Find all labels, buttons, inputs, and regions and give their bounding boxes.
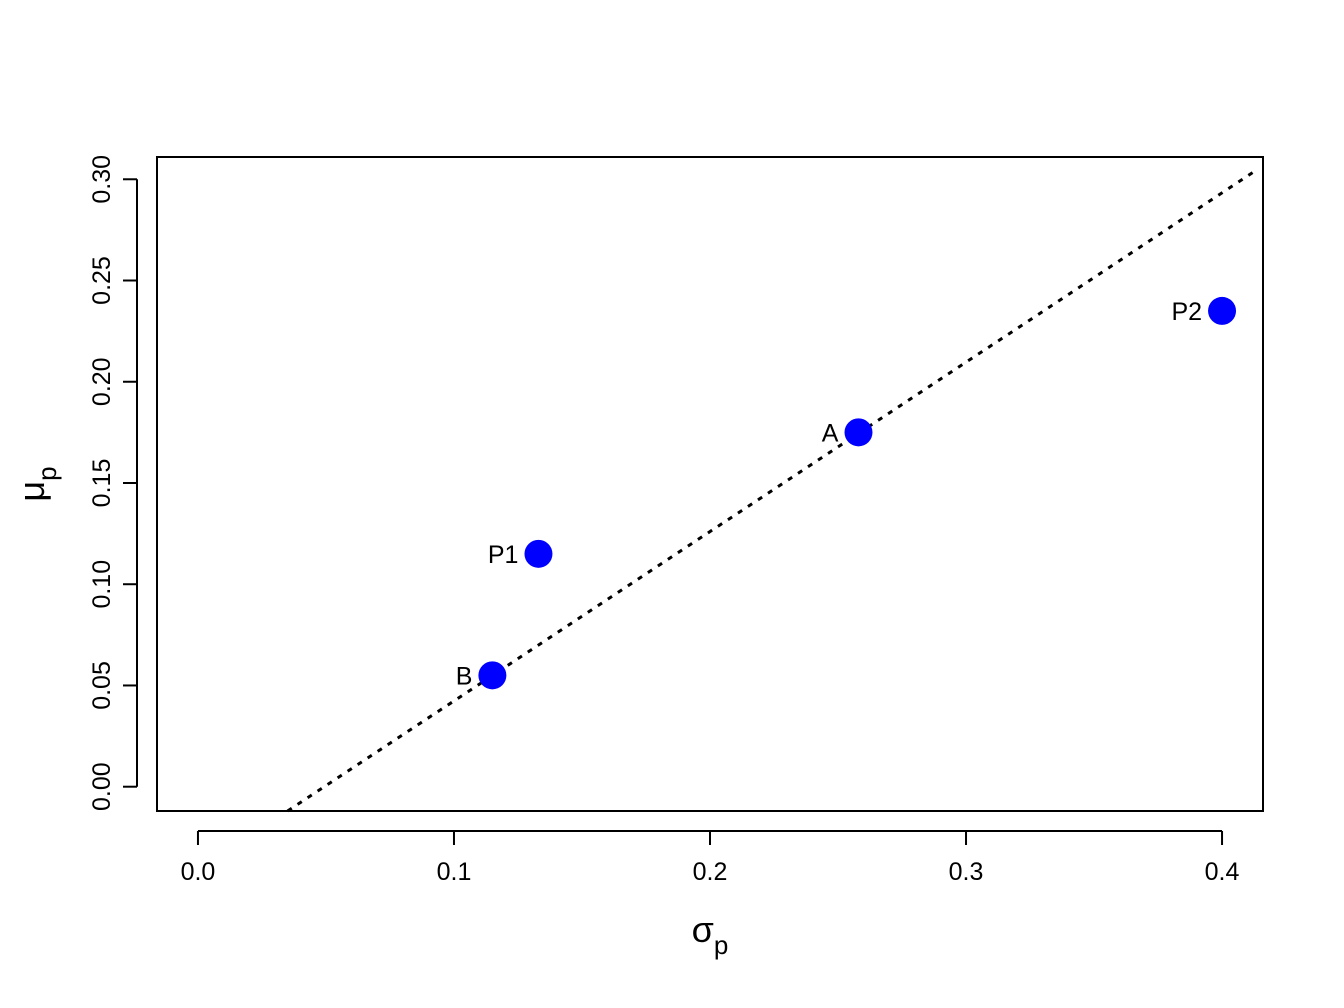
y-tick-label: 0.30	[88, 155, 116, 204]
x-tick-label: 0.0	[181, 858, 216, 886]
x-tick-label: 0.1	[437, 858, 472, 886]
y-label-subscript: p	[32, 466, 62, 480]
x-label-subscript: p	[714, 930, 728, 960]
point	[524, 539, 553, 568]
point-label: P2	[1171, 298, 1202, 326]
y-tick-label: 0.00	[88, 762, 116, 811]
point	[844, 418, 873, 447]
y-label-symbol: μ	[11, 481, 52, 502]
y-tick-label: 0.05	[88, 661, 116, 710]
x-tick-label: 0.4	[1205, 858, 1240, 886]
point-label: B	[456, 662, 473, 690]
y-tick-label: 0.10	[88, 560, 116, 609]
point	[1208, 296, 1237, 325]
dotted-line	[286, 167, 1259, 813]
y-axis-label: μp	[11, 466, 62, 501]
x-tick-label: 0.2	[693, 858, 728, 886]
x-axis-label: σp	[692, 909, 729, 960]
y-tick-label: 0.20	[88, 357, 116, 406]
y-tick-label: 0.25	[88, 256, 116, 305]
x-tick-label: 0.3	[949, 858, 984, 886]
y-tick-label: 0.15	[88, 459, 116, 508]
point-label: A	[822, 419, 839, 447]
point-label: P1	[488, 541, 519, 569]
x-label-symbol: σ	[692, 909, 714, 950]
point	[478, 661, 507, 690]
plot-frame	[156, 156, 1264, 812]
